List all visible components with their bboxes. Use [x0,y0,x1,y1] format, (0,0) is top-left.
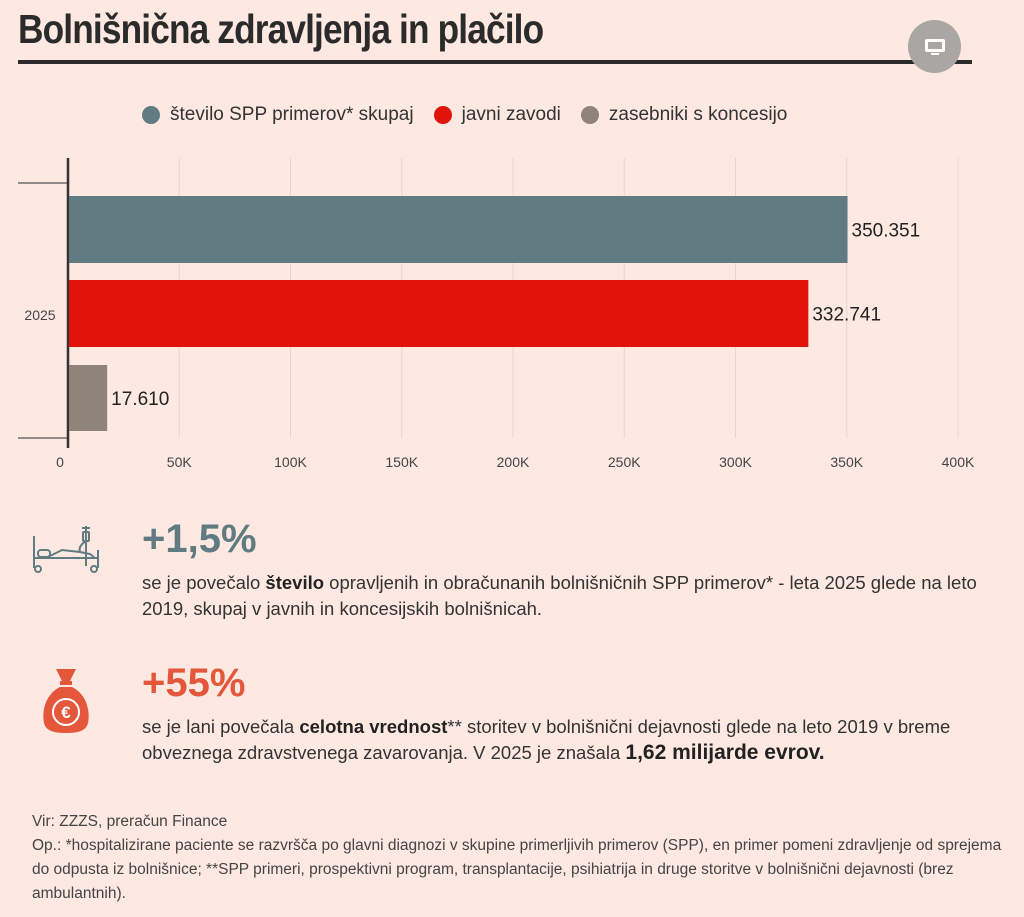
legend-swatch [142,106,160,124]
legend-item-private[interactable]: zasebniki s koncesijo [580,104,788,126]
data-label: 17.610 [111,389,169,410]
x-tick-label: 300K [719,454,752,470]
legend-label: javni zavodi [461,104,561,125]
stat-value-value: +55% [142,661,246,705]
bar-chart: 2025 350.351 332.741 17.610 0 50K 100K 150K 200K… [18,158,975,470]
category-label: 2025 [24,307,55,323]
x-tick-label: 250K [608,454,641,470]
bar-public [69,280,809,347]
hospital-bed-icon [33,526,99,573]
data-label: 332.741 [812,305,881,326]
data-label: 350.351 [852,221,921,242]
fullscreen-button[interactable] [908,20,961,73]
x-tick-label: 400K [942,454,975,470]
monitor-icon [924,38,945,55]
bar-private [69,365,108,431]
x-tick-label: 50K [167,454,193,470]
legend-item-public[interactable]: javni zavodi [433,104,561,126]
x-tick-label: 100K [274,454,307,470]
stat-description-cases: se je povečalo število opravljenih in ob… [142,572,977,619]
svg-text:€: € [61,703,71,722]
x-tick-label: 150K [385,454,418,470]
chart-legend: število SPP primerov* skupaj javni zavod… [142,104,807,126]
legend-item-total[interactable]: število SPP primerov* skupaj [142,104,414,126]
stat-value-cases: +1,5% [142,517,257,561]
bar-total [69,196,848,263]
x-tick-label: 200K [497,454,530,470]
source-note: Vir: ZZZS, preračun Finance [32,813,228,830]
footer-notes: Vir: ZZZS, preračun Finance Op.: *hospit… [32,810,1012,906]
footnote: Op.: *hospitalizirane paciente se razvrš… [32,837,1002,902]
money-bag-euro-icon: € [43,669,89,733]
legend-swatch [433,106,452,124]
title-underline [18,60,972,64]
page-title: Bolnišnična zdravljenja in plačilo [18,6,544,52]
legend-swatch [580,106,599,124]
x-tick-label: 350K [830,454,863,470]
stat-description-value: se je lani povečala celotna vrednost** s… [142,716,951,764]
x-tick-label: 0 [56,454,64,470]
legend-label: število SPP primerov* skupaj [170,104,414,125]
legend-label: zasebniki s koncesijo [608,104,788,125]
